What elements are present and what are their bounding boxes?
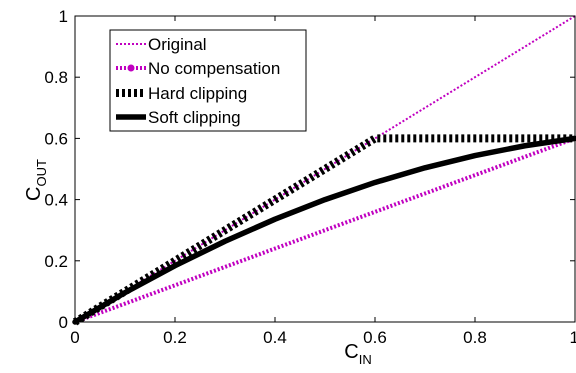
tick-layer: 0 0.2 0.4 0.6 0.8 1 0 0.2 0.4 0.6 0.8 1 xyxy=(44,7,576,347)
y-tick-label: 0.8 xyxy=(44,68,68,87)
legend-label-1: Original xyxy=(148,35,207,54)
x-axis-label-sub: IN xyxy=(359,352,372,367)
x-axis-label: CIN xyxy=(344,341,371,367)
plot-frame xyxy=(74,15,576,323)
series-layer xyxy=(72,15,576,326)
y-tick-label: 0.4 xyxy=(44,191,68,210)
y-axis-label-main: C xyxy=(23,187,45,201)
y-tick-label: 0.2 xyxy=(44,252,68,271)
x-tick-label: 0 xyxy=(70,328,79,347)
y-axis-label-sub: OUT xyxy=(34,159,49,187)
y-tick-label: 0.6 xyxy=(44,129,68,148)
x-axis-label-main: C xyxy=(344,341,358,363)
legend: Original No compensation Hard clipping Soft… xyxy=(109,29,307,132)
series-line-2 xyxy=(74,136,576,324)
series-line-4 xyxy=(72,135,576,325)
y-tick-label: 1 xyxy=(59,7,68,26)
x-tick-label: 0.8 xyxy=(463,328,487,347)
x-tick-label: 0.2 xyxy=(163,328,187,347)
x-tick-label: 0.4 xyxy=(263,328,287,347)
legend-label-3: Hard clipping xyxy=(148,84,247,103)
legend-box xyxy=(109,29,307,132)
y-tick-label: 0 xyxy=(59,313,68,332)
legend-label-2: No compensation xyxy=(148,59,280,78)
legend-marker xyxy=(127,64,135,72)
x-tick-label: 0.6 xyxy=(363,328,387,347)
x-tick-label: 1 xyxy=(570,328,576,347)
legend-label-4: Soft clipping xyxy=(148,108,241,127)
y-axis-label: COUT xyxy=(23,159,49,201)
